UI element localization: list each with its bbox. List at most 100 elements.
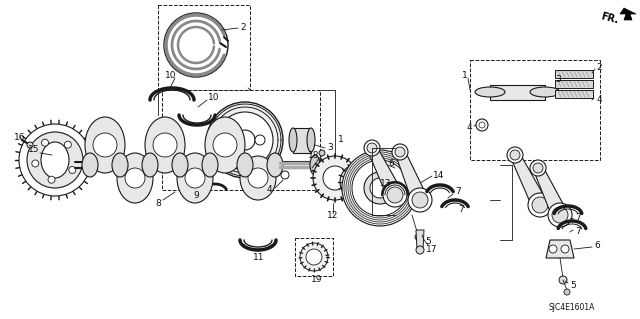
Ellipse shape (145, 117, 185, 173)
Text: 2: 2 (240, 24, 246, 33)
Circle shape (19, 124, 91, 196)
Text: SJC4E1601A: SJC4E1601A (548, 303, 595, 313)
Circle shape (364, 140, 380, 156)
Circle shape (530, 160, 546, 176)
Text: 17: 17 (426, 246, 438, 255)
Text: 13: 13 (380, 180, 392, 189)
Text: 9: 9 (193, 190, 199, 199)
Circle shape (306, 249, 322, 265)
Circle shape (395, 147, 405, 157)
Circle shape (552, 207, 568, 223)
Circle shape (248, 168, 268, 188)
Text: 1: 1 (462, 71, 468, 80)
Text: 6: 6 (388, 159, 394, 167)
Text: 3: 3 (555, 76, 561, 85)
Text: 7: 7 (575, 227, 580, 236)
Text: 4: 4 (597, 95, 603, 105)
Text: 16: 16 (14, 133, 26, 143)
Circle shape (370, 178, 390, 198)
Polygon shape (367, 146, 402, 198)
Circle shape (27, 142, 33, 148)
Text: 14: 14 (433, 170, 444, 180)
Polygon shape (396, 150, 428, 203)
Text: 5: 5 (425, 238, 431, 247)
Ellipse shape (202, 153, 218, 177)
Ellipse shape (240, 156, 276, 200)
Bar (555, 80, 593, 88)
Circle shape (340, 164, 376, 200)
Text: 19: 19 (311, 275, 323, 284)
Circle shape (392, 144, 408, 160)
Ellipse shape (530, 87, 560, 97)
Circle shape (548, 203, 572, 227)
Text: 4: 4 (467, 123, 472, 132)
Text: 1: 1 (338, 136, 344, 145)
Circle shape (412, 192, 428, 208)
Text: 2: 2 (596, 63, 602, 71)
Circle shape (387, 187, 403, 203)
Ellipse shape (307, 128, 315, 152)
Circle shape (207, 102, 283, 178)
Polygon shape (534, 166, 567, 219)
Circle shape (235, 130, 255, 150)
Circle shape (319, 150, 325, 156)
Text: 11: 11 (253, 254, 264, 263)
Circle shape (559, 276, 567, 284)
Circle shape (42, 139, 49, 146)
Bar (470, 60, 600, 160)
Text: 5: 5 (570, 280, 576, 290)
Circle shape (415, 234, 421, 240)
Ellipse shape (267, 153, 283, 177)
Circle shape (476, 119, 488, 131)
Polygon shape (511, 153, 547, 209)
Circle shape (225, 135, 235, 145)
Bar (295, 238, 333, 276)
Circle shape (27, 132, 83, 188)
Circle shape (65, 141, 71, 148)
Text: 3: 3 (327, 144, 333, 152)
Ellipse shape (289, 128, 297, 152)
Bar (162, 90, 320, 190)
Circle shape (367, 143, 377, 153)
Text: 7: 7 (575, 213, 580, 222)
Text: 8: 8 (155, 198, 161, 207)
Circle shape (352, 160, 408, 216)
Ellipse shape (142, 153, 158, 177)
Circle shape (383, 183, 407, 207)
Circle shape (348, 172, 368, 192)
Ellipse shape (41, 142, 69, 178)
Polygon shape (293, 128, 311, 153)
Circle shape (32, 160, 39, 167)
Circle shape (281, 171, 289, 179)
Circle shape (125, 168, 145, 188)
Text: 10: 10 (208, 93, 220, 102)
Polygon shape (490, 85, 545, 100)
Circle shape (342, 150, 418, 226)
Circle shape (533, 163, 543, 173)
Polygon shape (546, 240, 574, 258)
Ellipse shape (85, 117, 125, 173)
Circle shape (313, 156, 357, 200)
Text: 7: 7 (458, 205, 464, 214)
Ellipse shape (237, 153, 253, 177)
Ellipse shape (177, 153, 213, 203)
Circle shape (532, 197, 548, 213)
Text: FR.: FR. (600, 11, 620, 25)
Ellipse shape (117, 153, 153, 203)
Circle shape (164, 13, 228, 77)
Polygon shape (416, 230, 424, 250)
Ellipse shape (82, 153, 98, 177)
Bar (158, 5, 250, 90)
Circle shape (549, 245, 557, 253)
Ellipse shape (112, 153, 128, 177)
Circle shape (364, 172, 396, 204)
Bar (555, 90, 593, 98)
Circle shape (323, 166, 347, 190)
Ellipse shape (172, 153, 188, 177)
Circle shape (416, 246, 424, 254)
Circle shape (479, 122, 485, 128)
Text: 4: 4 (267, 186, 273, 195)
Ellipse shape (205, 117, 245, 173)
Polygon shape (620, 8, 636, 20)
Circle shape (185, 168, 205, 188)
